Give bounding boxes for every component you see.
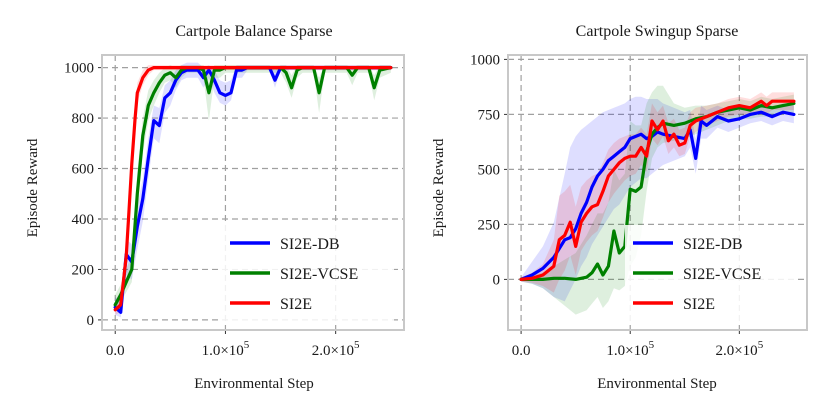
y-axis-label: Episode Reward	[431, 138, 447, 237]
y-tick-label: 0	[493, 272, 501, 288]
x-tick-label: 2.0×105	[312, 339, 360, 359]
y-tick-label: 200	[72, 262, 95, 278]
band-si2e-vcse	[521, 85, 794, 315]
band-si2e-db	[521, 96, 794, 302]
series-lines	[519, 99, 796, 281]
x-tick-label: 1.0×105	[202, 339, 250, 359]
y-tick-label: 1000	[470, 52, 500, 68]
legend-label: SI2E	[683, 296, 715, 313]
line-si2e-db	[519, 110, 796, 281]
chart-balance: Cartpole Balance Sparse Episode Reward E…	[25, 23, 405, 392]
grid	[508, 55, 807, 330]
y-tick-label: 750	[478, 107, 501, 123]
legend-label: SI2E-VCSE	[280, 266, 358, 283]
x-tick-label: 1.0×105	[606, 339, 654, 359]
y-tick-label: 600	[72, 162, 95, 178]
y-tick-label: 800	[72, 111, 95, 127]
y-tick-label: 0	[87, 313, 95, 329]
legend: SI2E-DB SI2E-VCSE SI2E	[625, 225, 797, 321]
plot-frame	[507, 54, 808, 331]
x-axis-label: Environmental Step	[597, 376, 717, 392]
legend-label: SI2E	[280, 296, 312, 313]
x-axis-label: Environmental Step	[194, 376, 314, 392]
x-tick-label: 0.0	[512, 343, 531, 359]
x-tick-label: 0.0	[106, 343, 125, 359]
tick-labels: 0 250 500 750 1000 0.0 1.0×105 2.0×105	[470, 52, 764, 359]
chart-title: Cartpole Balance Sparse	[175, 23, 332, 40]
legend: SI2E-DB SI2E-VCSE SI2E	[222, 225, 394, 321]
line-si2e	[519, 99, 796, 281]
line-si2e-vcse	[519, 101, 796, 281]
y-tick-label: 400	[72, 212, 95, 228]
legend-label: SI2E-VCSE	[683, 266, 761, 283]
y-axis-label: Episode Reward	[25, 138, 41, 237]
y-tick-label: 500	[478, 162, 501, 178]
plot-frame	[101, 54, 405, 331]
line-si2e	[113, 65, 393, 312]
chart-swingup: Cartpole Swingup Sparse Episode Reward E…	[431, 23, 808, 392]
x-tick-label: 2.0×105	[715, 339, 763, 359]
y-tick-label: 250	[478, 217, 501, 233]
legend-label: SI2E-DB	[280, 236, 340, 253]
legend-label: SI2E-DB	[683, 236, 743, 253]
chart-title: Cartpole Swingup Sparse	[576, 23, 739, 40]
y-tick-label: 1000	[64, 61, 94, 77]
series-lines	[113, 65, 393, 314]
